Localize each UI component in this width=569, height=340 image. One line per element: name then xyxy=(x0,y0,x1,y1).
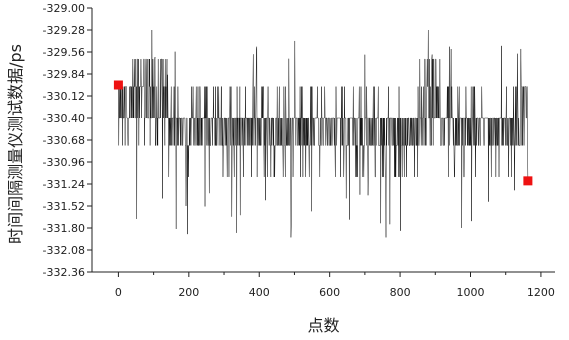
x-tick-label: 0 xyxy=(115,286,122,299)
y-tick-label: -331.52 xyxy=(43,200,85,213)
y-axis-title: 时间间隔测量仪测试数据/ps xyxy=(6,44,25,244)
y-tick-label: -330.68 xyxy=(43,134,85,147)
x-tick-label: 400 xyxy=(249,286,270,299)
x-tick-label: 800 xyxy=(390,286,411,299)
y-tick-label: -329.28 xyxy=(43,24,85,37)
x-tick-label: 1000 xyxy=(456,286,484,299)
series-line xyxy=(118,29,529,238)
series-layer xyxy=(118,29,529,238)
y-tick-label: -330.40 xyxy=(43,112,85,125)
end-marker xyxy=(523,176,533,186)
y-tick-label: -330.12 xyxy=(43,90,85,103)
x-axis-title: 点数 xyxy=(307,316,339,335)
start-marker xyxy=(113,80,123,90)
y-tick-label: -332.08 xyxy=(43,244,85,257)
y-tick-label: -329.84 xyxy=(43,68,85,81)
y-tick-label: -329.56 xyxy=(43,46,85,59)
y-tick-label: -331.24 xyxy=(43,178,85,191)
y-tick-label: -330.96 xyxy=(43,156,85,169)
x-tick-label: 600 xyxy=(319,286,340,299)
x-tick-label: 200 xyxy=(178,286,199,299)
axes-layer: -329.00 -329.28 -329.56 -329.84 -330.12 -330.… xyxy=(43,2,555,299)
x-tick-label: 1200 xyxy=(527,286,555,299)
marker-layer xyxy=(113,80,533,186)
y-tick-label: -332.36 xyxy=(43,266,85,279)
y-tick-label: -331.80 xyxy=(43,222,85,235)
y-tick-label: -329.00 xyxy=(43,2,85,15)
